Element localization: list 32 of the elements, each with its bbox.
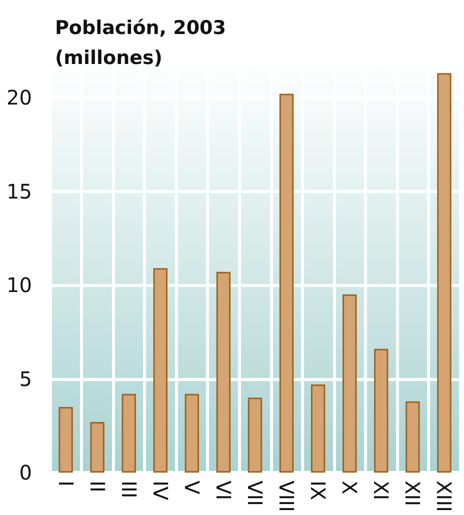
- x-tick-label: VIII: [274, 480, 299, 512]
- bar: [153, 268, 168, 473]
- y-tick-label: 20: [6, 86, 32, 110]
- x-tick-label: XIII: [432, 480, 456, 512]
- bar: [216, 272, 231, 473]
- chart-title: Población, 2003 (millones): [55, 17, 226, 69]
- bar: [374, 348, 388, 473]
- bar: [279, 94, 294, 473]
- x-tick-label: V: [180, 480, 204, 495]
- y-tick-label: 5: [19, 366, 32, 391]
- bar: [248, 398, 262, 473]
- bar: [310, 384, 326, 473]
- x-tick-label: VII: [243, 480, 267, 506]
- x-tick-label: II: [85, 480, 110, 492]
- y-tick-label: 0: [19, 460, 32, 485]
- x-tick-label: IV: [148, 480, 172, 500]
- x-tick-label: I: [54, 480, 78, 487]
- x-tick-label: XI: [369, 480, 394, 500]
- x-tick-label: III: [116, 480, 141, 498]
- x-tick-label: VI: [211, 480, 236, 500]
- bar: [122, 394, 136, 473]
- bar: [342, 294, 357, 473]
- bar: [184, 394, 200, 473]
- bar: [437, 73, 452, 473]
- x-tick-label: X: [338, 480, 362, 495]
- y-tick-label: 10: [6, 273, 32, 298]
- y-tick-label: 15: [6, 179, 32, 204]
- bar: [406, 401, 420, 473]
- x-tick-label: IX: [306, 480, 330, 500]
- bar: [90, 422, 104, 473]
- x-tick-label: XII: [400, 480, 425, 506]
- bar: [58, 406, 73, 473]
